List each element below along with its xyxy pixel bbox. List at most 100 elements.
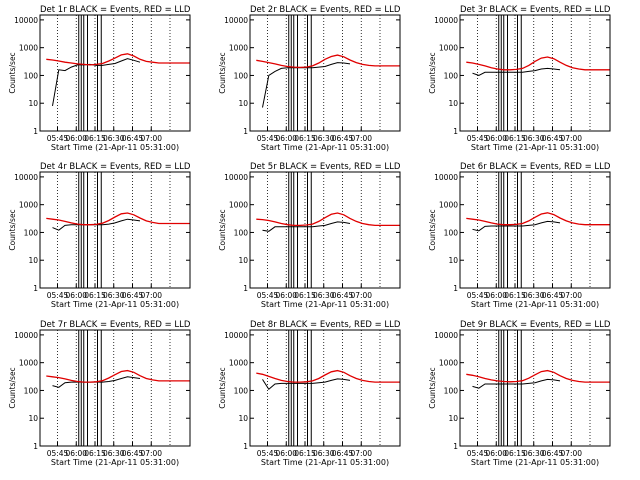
plot-frame: [459, 329, 611, 447]
series-lld-line: [466, 56, 610, 71]
y-tick-label: 1000: [19, 359, 38, 368]
y-tick-label: 10: [238, 99, 248, 108]
y-tick-label: 1: [243, 127, 248, 136]
x-tick-label: 06:30: [103, 291, 125, 300]
y-tick-label: 100: [24, 386, 39, 395]
x-tick-label: 06:15: [504, 291, 526, 300]
x-tick-label: 07:00: [560, 134, 582, 143]
y-tick-label: 1: [453, 442, 458, 451]
x-tick-label: 06:45: [122, 291, 144, 300]
panel-9: Det 9r BLACK = Events, RED = LLD 1 10 100 10…: [428, 320, 611, 467]
x-tick-label: 07:00: [350, 291, 372, 300]
series-events-line: [472, 220, 561, 232]
y-tick-label: 1000: [439, 201, 458, 210]
x-axis-label: Start Time (21-Apr-11 05:31:00): [51, 300, 179, 309]
panel-7: Det 7r BLACK = Events, RED = LLD 1 10 100 10…: [8, 320, 191, 467]
y-axis-label: Counts/sec: [8, 52, 17, 93]
x-tick-label: 05:45: [467, 449, 489, 458]
y-axis-label: Counts/sec: [218, 209, 227, 250]
x-axis-label: Start Time (21-Apr-11 05:31:00): [261, 300, 389, 309]
x-tick-label: 06:15: [294, 134, 316, 143]
x-tick-label: 06:00: [275, 291, 297, 300]
series-lld-line: [466, 369, 610, 383]
y-tick-label: 10000: [434, 16, 458, 25]
x-tick-label: 06:45: [332, 449, 354, 458]
x-tick-label: 05:45: [47, 291, 69, 300]
y-tick-label: 10: [448, 99, 458, 108]
x-tick-label: 06:45: [542, 291, 564, 300]
x-tick-label: 05:45: [257, 134, 279, 143]
y-tick-label: 1: [243, 284, 248, 293]
y-tick-label: 10000: [224, 331, 248, 340]
x-tick-label: 06:15: [294, 291, 316, 300]
x-axis-label: Start Time (21-Apr-11 05:31:00): [261, 143, 389, 152]
series-events-line: [472, 67, 561, 76]
x-axis-label: Start Time (21-Apr-11 05:31:00): [51, 143, 179, 152]
y-axis-label: Counts/sec: [8, 367, 17, 408]
plot-frame: [459, 171, 611, 289]
plot-frame: [249, 329, 401, 447]
plot-frame: [39, 329, 191, 447]
panel-title: Det 9r BLACK = Events, RED = LLD: [460, 320, 611, 330]
y-axis-label: Counts/sec: [8, 209, 17, 250]
y-tick-label: 1: [243, 442, 248, 451]
x-tick-label: 06:30: [313, 449, 335, 458]
series-events-line: [262, 221, 351, 232]
plot-frame: [249, 14, 401, 132]
y-tick-label: 1: [33, 442, 38, 451]
panel-title: Det 1r BLACK = Events, RED = LLD: [40, 5, 191, 15]
y-axis-label: Counts/sec: [428, 52, 437, 93]
x-tick-label: 06:00: [275, 134, 297, 143]
x-axis-label: Start Time (21-Apr-11 05:31:00): [471, 143, 599, 152]
x-tick-label: 06:45: [122, 449, 144, 458]
x-tick-label: 06:15: [84, 291, 106, 300]
panel-title: Det 2r BLACK = Events, RED = LLD: [250, 5, 401, 15]
plot-frame: [39, 171, 191, 289]
x-tick-label: 06:15: [294, 449, 316, 458]
x-tick-label: 06:15: [84, 449, 106, 458]
y-tick-label: 10000: [14, 16, 38, 25]
y-tick-label: 10000: [14, 173, 38, 182]
x-tick-label: 05:45: [47, 134, 69, 143]
y-tick-label: 1000: [229, 44, 248, 53]
x-tick-label: 05:45: [47, 449, 69, 458]
panel-title: Det 3r BLACK = Events, RED = LLD: [460, 5, 611, 15]
panel-2: Det 2r BLACK = Events, RED = LLD 1 10 100 10…: [218, 5, 401, 152]
panel-title: Det 4r BLACK = Events, RED = LLD: [40, 162, 191, 172]
x-tick-label: 05:45: [467, 291, 489, 300]
x-tick-label: 06:00: [65, 134, 87, 143]
y-tick-label: 100: [444, 228, 459, 237]
y-tick-label: 10000: [434, 331, 458, 340]
series-lld-line: [256, 54, 400, 69]
x-tick-label: 06:00: [65, 449, 87, 458]
y-tick-label: 10: [28, 99, 38, 108]
y-axis-label: Counts/sec: [218, 367, 227, 408]
x-tick-label: 06:30: [313, 291, 335, 300]
y-tick-label: 10: [28, 256, 38, 265]
panel-6: Det 6r BLACK = Events, RED = LLD 1 10 100 10…: [428, 162, 611, 309]
panel-title: Det 8r BLACK = Events, RED = LLD: [250, 320, 401, 330]
x-tick-label: 07:00: [560, 291, 582, 300]
panel-4: Det 4r BLACK = Events, RED = LLD 1 10 100 10…: [8, 162, 191, 309]
series-events-line: [52, 58, 141, 106]
series-lld-line: [256, 369, 400, 383]
x-tick-label: 06:45: [332, 134, 354, 143]
y-axis-label: Counts/sec: [218, 52, 227, 93]
x-axis-label: Start Time (21-Apr-11 05:31:00): [261, 458, 389, 467]
y-tick-label: 1: [33, 127, 38, 136]
x-tick-label: 06:00: [65, 291, 87, 300]
x-tick-label: 06:30: [313, 134, 335, 143]
y-tick-label: 10: [238, 414, 248, 423]
series-lld-line: [46, 53, 190, 66]
panel-1: Det 1r BLACK = Events, RED = LLD 1 10 100 10…: [8, 5, 191, 152]
x-tick-label: 06:30: [523, 134, 545, 143]
x-tick-label: 06:00: [485, 449, 507, 458]
series-lld-line: [466, 212, 610, 226]
y-tick-label: 1000: [19, 201, 38, 210]
x-tick-label: 07:00: [350, 449, 372, 458]
y-tick-label: 100: [444, 386, 459, 395]
y-tick-label: 1000: [439, 44, 458, 53]
x-tick-label: 07:00: [350, 134, 372, 143]
panel-title: Det 5r BLACK = Events, RED = LLD: [250, 162, 401, 172]
